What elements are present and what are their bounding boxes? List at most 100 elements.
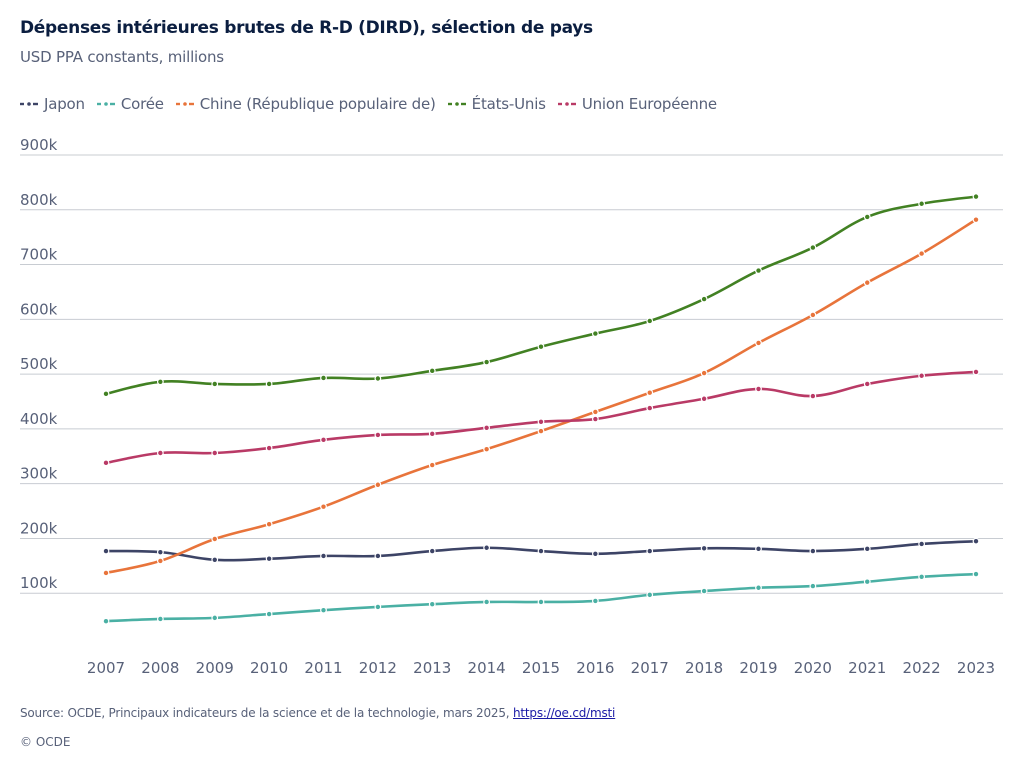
data-point[interactable] bbox=[538, 428, 544, 434]
data-point[interactable] bbox=[212, 450, 217, 456]
data-point[interactable] bbox=[158, 379, 163, 384]
data-point[interactable] bbox=[266, 522, 272, 527]
data-point[interactable] bbox=[266, 556, 272, 561]
data-point[interactable] bbox=[810, 548, 816, 554]
data-point[interactable] bbox=[919, 541, 924, 547]
legend-item-chine[interactable]: Chine (République populaire de) bbox=[175, 95, 436, 113]
x-axis-ticks: 2007 2008 2009 2010 2011 2012 2013 2014 2015 2016… bbox=[87, 659, 995, 677]
data-point[interactable] bbox=[321, 553, 326, 559]
data-point[interactable] bbox=[430, 462, 435, 468]
data-point[interactable] bbox=[212, 557, 217, 563]
data-point[interactable] bbox=[865, 214, 870, 220]
data-point[interactable] bbox=[756, 340, 761, 346]
data-point[interactable] bbox=[919, 373, 924, 378]
data-point[interactable] bbox=[810, 393, 816, 399]
series-lines bbox=[102, 193, 980, 625]
data-point[interactable] bbox=[321, 504, 326, 509]
data-point[interactable] bbox=[865, 546, 870, 552]
data-point[interactable] bbox=[158, 616, 163, 622]
legend-item-union-europeenne[interactable]: Union Européenne bbox=[557, 95, 717, 113]
data-point[interactable] bbox=[810, 583, 816, 589]
data-point[interactable] bbox=[103, 618, 109, 624]
data-point[interactable] bbox=[538, 599, 544, 605]
chart-title: Dépenses intérieures brutes de R-D (DIRD… bbox=[20, 18, 593, 38]
data-point[interactable] bbox=[701, 296, 707, 302]
data-point[interactable] bbox=[103, 460, 109, 466]
data-point[interactable] bbox=[973, 194, 979, 199]
data-point[interactable] bbox=[430, 548, 435, 554]
data-point[interactable] bbox=[321, 608, 326, 613]
data-point[interactable] bbox=[212, 615, 217, 621]
data-point[interactable] bbox=[103, 391, 109, 397]
data-point[interactable] bbox=[375, 432, 381, 438]
data-point[interactable] bbox=[865, 280, 870, 285]
data-point[interactable] bbox=[701, 546, 707, 551]
data-point[interactable] bbox=[158, 558, 163, 564]
data-point[interactable] bbox=[212, 536, 217, 542]
data-point[interactable] bbox=[973, 217, 979, 222]
data-point[interactable] bbox=[321, 375, 326, 381]
data-point[interactable] bbox=[375, 376, 381, 381]
data-point[interactable] bbox=[593, 598, 598, 604]
data-point[interactable] bbox=[266, 445, 272, 451]
data-point[interactable] bbox=[103, 570, 109, 576]
data-point[interactable] bbox=[593, 416, 598, 422]
chart-subtitle: USD PPA constants, millions bbox=[20, 48, 224, 66]
data-point[interactable] bbox=[919, 251, 924, 256]
data-point[interactable] bbox=[484, 359, 489, 365]
data-point[interactable] bbox=[919, 201, 924, 206]
data-point[interactable] bbox=[158, 450, 163, 456]
data-point[interactable] bbox=[756, 386, 761, 392]
data-point[interactable] bbox=[103, 548, 109, 554]
data-point[interactable] bbox=[647, 390, 652, 395]
y-tick-label: 600k bbox=[20, 300, 58, 318]
data-point[interactable] bbox=[756, 585, 761, 590]
data-point[interactable] bbox=[430, 431, 435, 437]
data-point[interactable] bbox=[973, 538, 979, 544]
data-point[interactable] bbox=[810, 312, 816, 318]
data-point[interactable] bbox=[430, 368, 435, 374]
data-point[interactable] bbox=[375, 604, 381, 610]
data-point[interactable] bbox=[647, 405, 652, 411]
data-point[interactable] bbox=[756, 268, 761, 273]
data-point[interactable] bbox=[212, 381, 217, 387]
data-point[interactable] bbox=[484, 599, 489, 605]
y-tick-label: 500k bbox=[20, 355, 58, 373]
data-point[interactable] bbox=[538, 548, 544, 554]
data-point[interactable] bbox=[593, 409, 598, 415]
data-point[interactable] bbox=[538, 419, 544, 424]
legend: Japon Corée Chine (République populaire … bbox=[20, 95, 717, 113]
data-point[interactable] bbox=[484, 545, 489, 550]
data-point[interactable] bbox=[375, 482, 381, 487]
x-tick-label: 2010 bbox=[250, 659, 288, 677]
data-point[interactable] bbox=[647, 592, 652, 598]
series-line bbox=[104, 218, 978, 575]
data-point[interactable] bbox=[158, 549, 163, 555]
source-link[interactable]: https://oe.cd/msti bbox=[513, 706, 616, 720]
data-point[interactable] bbox=[538, 344, 544, 349]
data-point[interactable] bbox=[375, 553, 381, 559]
data-point[interactable] bbox=[701, 370, 707, 376]
data-point[interactable] bbox=[484, 425, 489, 430]
data-point[interactable] bbox=[321, 437, 326, 443]
data-point[interactable] bbox=[973, 369, 979, 375]
legend-item-coree[interactable]: Corée bbox=[96, 95, 164, 113]
data-point[interactable] bbox=[647, 548, 652, 554]
data-point[interactable] bbox=[484, 446, 489, 452]
data-point[interactable] bbox=[973, 571, 979, 577]
legend-item-japon[interactable]: Japon bbox=[20, 95, 85, 113]
data-point[interactable] bbox=[593, 331, 598, 336]
data-point[interactable] bbox=[593, 551, 598, 556]
data-point[interactable] bbox=[756, 546, 761, 552]
data-point[interactable] bbox=[266, 381, 272, 387]
data-point[interactable] bbox=[865, 579, 870, 584]
data-point[interactable] bbox=[810, 245, 816, 250]
legend-item-etats-unis[interactable]: États-Unis bbox=[447, 95, 546, 113]
data-point[interactable] bbox=[701, 396, 707, 401]
data-point[interactable] bbox=[701, 588, 707, 594]
data-point[interactable] bbox=[919, 574, 924, 579]
data-point[interactable] bbox=[647, 318, 652, 324]
data-point[interactable] bbox=[266, 611, 272, 617]
data-point[interactable] bbox=[430, 601, 435, 607]
data-point[interactable] bbox=[865, 381, 870, 387]
